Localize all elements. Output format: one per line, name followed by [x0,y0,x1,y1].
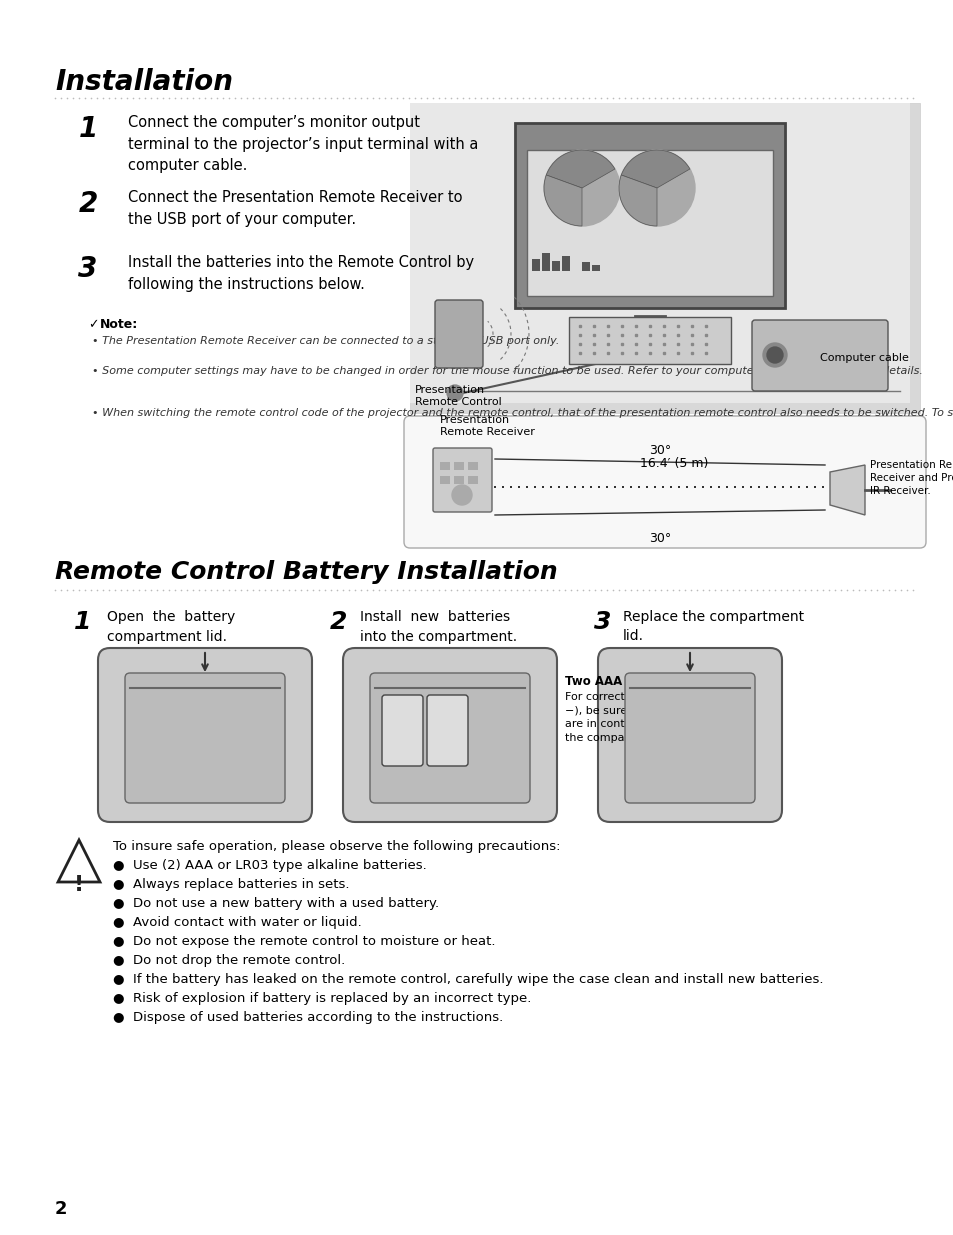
FancyBboxPatch shape [751,320,887,391]
FancyBboxPatch shape [403,416,925,548]
Text: • Some computer settings may have to be changed in order for the mouse function : • Some computer settings may have to be … [91,366,922,375]
FancyBboxPatch shape [427,695,468,766]
Text: ●  If the battery has leaked on the remote control, carefully wipe the case clea: ● If the battery has leaked on the remot… [112,973,822,986]
FancyBboxPatch shape [581,262,589,270]
Text: Two AAA size batteries: Two AAA size batteries [564,676,716,688]
FancyBboxPatch shape [541,253,550,270]
Text: ●  Do not expose the remote control to moisture or heat.: ● Do not expose the remote control to mo… [112,935,495,948]
Wedge shape [543,175,581,226]
Text: Presentation
Remote Receiver: Presentation Remote Receiver [439,415,535,437]
Text: 1: 1 [74,610,91,634]
Text: ●  Avoid contact with water or liquid.: ● Avoid contact with water or liquid. [112,916,361,929]
Text: Installation: Installation [55,68,233,96]
Text: 1: 1 [78,115,97,143]
Text: 30°: 30° [648,532,670,545]
FancyBboxPatch shape [435,300,482,368]
FancyBboxPatch shape [592,266,599,270]
Text: For correct polarity (+ and
−), be sure battery terminals
are in contact with pi: For correct polarity (+ and −), be sure … [564,692,727,742]
FancyBboxPatch shape [526,149,772,296]
Circle shape [447,385,462,401]
Polygon shape [829,466,864,515]
Text: ●  Do not use a new battery with a used battery.: ● Do not use a new battery with a used b… [112,897,438,910]
Circle shape [762,343,786,367]
Text: Connect the computer’s monitor output
terminal to the projector’s input terminal: Connect the computer’s monitor output te… [128,115,477,173]
FancyBboxPatch shape [439,462,450,471]
FancyBboxPatch shape [439,475,450,484]
FancyBboxPatch shape [454,475,463,484]
Text: ●  Always replace batteries in sets.: ● Always replace batteries in sets. [112,878,349,890]
FancyBboxPatch shape [125,673,285,803]
Text: 2: 2 [78,190,97,219]
FancyBboxPatch shape [598,648,781,823]
Text: ●  Do not drop the remote control.: ● Do not drop the remote control. [112,953,345,967]
Text: 3: 3 [78,254,97,283]
FancyBboxPatch shape [98,648,312,823]
FancyBboxPatch shape [568,317,730,364]
Text: ✓: ✓ [88,317,98,331]
FancyBboxPatch shape [515,124,784,308]
Text: Install the batteries into the Remote Control by
following the instructions belo: Install the batteries into the Remote Co… [128,254,474,291]
FancyBboxPatch shape [454,462,463,471]
Text: Computer cable: Computer cable [820,353,908,363]
FancyBboxPatch shape [532,259,539,270]
FancyBboxPatch shape [433,448,492,513]
FancyBboxPatch shape [624,673,754,803]
Circle shape [618,149,695,226]
Text: 3: 3 [594,610,611,634]
Circle shape [543,149,619,226]
Text: !: ! [74,876,84,895]
FancyBboxPatch shape [410,103,909,403]
Text: • The Presentation Remote Receiver can be connected to a standard USB port only.: • The Presentation Remote Receiver can b… [91,336,558,346]
Text: Open  the  battery
compartment lid.: Open the battery compartment lid. [107,610,235,643]
Text: 16.4′ (5 m): 16.4′ (5 m) [639,457,708,471]
Text: ●  Use (2) AAA or LR03 type alkaline batteries.: ● Use (2) AAA or LR03 type alkaline batt… [112,860,426,872]
Text: ●  Dispose of used batteries according to the instructions.: ● Dispose of used batteries according to… [112,1011,503,1024]
Text: Presentation Remote
Receiver and Projector’s
IR Receiver.: Presentation Remote Receiver and Project… [869,459,953,496]
Text: Install  new  batteries
into the compartment.: Install new batteries into the compartme… [359,610,517,643]
FancyBboxPatch shape [561,256,569,270]
Text: 2: 2 [55,1200,68,1218]
Text: Replace the compartment
lid.: Replace the compartment lid. [622,610,803,643]
Wedge shape [620,149,689,188]
FancyBboxPatch shape [468,462,477,471]
Wedge shape [618,175,657,226]
Circle shape [452,485,472,505]
Text: Remote Control Battery Installation: Remote Control Battery Installation [55,559,558,584]
Text: To insure safe operation, please observe the following precautions:: To insure safe operation, please observe… [112,840,560,853]
FancyBboxPatch shape [370,673,530,803]
Text: 2: 2 [329,610,346,634]
Text: Connect the Presentation Remote Receiver to
the USB port of your computer.: Connect the Presentation Remote Receiver… [128,190,462,226]
Circle shape [766,347,782,363]
FancyBboxPatch shape [552,261,559,270]
Text: 30°: 30° [648,445,670,457]
Wedge shape [546,149,615,188]
Polygon shape [58,840,100,882]
FancyBboxPatch shape [410,103,919,412]
FancyBboxPatch shape [381,695,422,766]
FancyBboxPatch shape [468,475,477,484]
Text: Presentation
Remote Control: Presentation Remote Control [415,385,501,406]
Text: • When switching the remote control code of the projector and the remote control: • When switching the remote control code… [91,409,953,419]
Text: ●  Risk of explosion if battery is replaced by an incorrect type.: ● Risk of explosion if battery is replac… [112,992,531,1005]
Text: Note:: Note: [100,317,138,331]
FancyBboxPatch shape [343,648,557,823]
